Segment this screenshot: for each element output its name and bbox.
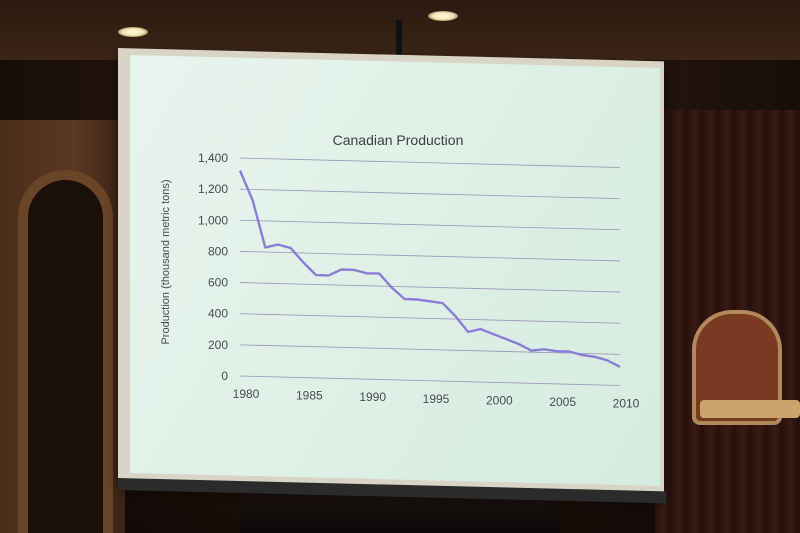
chair-seat	[700, 400, 800, 418]
x-tick-label: 2005	[549, 395, 576, 409]
x-tick-label: 1980	[233, 387, 260, 401]
grid-line	[239, 251, 621, 262]
grid-line	[239, 157, 621, 168]
y-tick-label: 1,200	[198, 182, 228, 196]
ceiling-light-left	[118, 27, 148, 37]
y-tick-label: 200	[208, 338, 228, 352]
grid-line	[239, 188, 621, 200]
grid-line	[239, 282, 621, 293]
screen-stand-pole	[396, 20, 402, 65]
doorway-arch	[18, 170, 113, 533]
y-tick-label: 800	[208, 244, 228, 258]
x-tick-label: 2000	[486, 393, 513, 407]
grid-line	[239, 375, 621, 386]
y-tick-label: 600	[208, 276, 228, 290]
series-line	[238, 170, 621, 368]
y-tick-label: 1,400	[198, 151, 228, 165]
x-tick-label: 2010	[613, 397, 640, 411]
y-tick-label: 0	[221, 369, 228, 383]
grid-line	[239, 313, 621, 324]
ceiling-light-right	[428, 11, 458, 21]
y-axis-ticks: 0 200 400 600 800 1,000 1,200 1,400	[198, 151, 228, 383]
grid-line	[239, 219, 621, 231]
x-tick-label: 1995	[423, 392, 450, 406]
x-tick-label: 1990	[359, 390, 386, 404]
y-axis-label: Production (thousand metric tons)	[160, 179, 172, 344]
y-tick-label: 400	[208, 307, 228, 321]
x-axis-ticks: 1980 1985 1990 1995 2000 2005 2010	[233, 387, 640, 411]
y-tick-label: 1,000	[198, 213, 228, 227]
chart-grid	[239, 157, 621, 386]
grid-line	[239, 344, 621, 355]
x-tick-label: 1985	[296, 389, 323, 403]
chart-title: Canadian Production	[333, 132, 464, 148]
screen-stand-base	[240, 495, 560, 533]
